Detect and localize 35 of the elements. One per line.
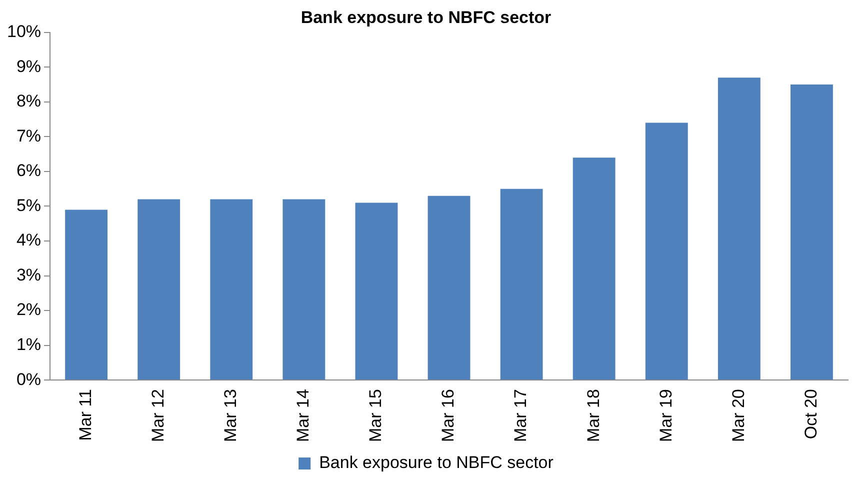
x-tick-label: Mar 16 bbox=[438, 389, 458, 442]
y-tick-label: 8% bbox=[16, 92, 42, 111]
bar bbox=[282, 199, 326, 380]
x-tick-label: Mar 17 bbox=[511, 389, 530, 442]
y-tick-label: 2% bbox=[16, 300, 42, 320]
y-tick-label: 3% bbox=[16, 265, 42, 284]
x-tick-label: Mar 13 bbox=[221, 389, 240, 442]
x-tick-label: Mar 14 bbox=[294, 389, 313, 442]
y-tick-label: 10% bbox=[6, 22, 42, 42]
x-tick-label: Mar 18 bbox=[584, 389, 603, 442]
bar bbox=[355, 202, 398, 380]
x-tick-label: Oct 20 bbox=[801, 389, 820, 440]
bar bbox=[645, 122, 688, 380]
bar bbox=[718, 78, 760, 380]
bar bbox=[790, 84, 833, 380]
y-tick-label: 7% bbox=[16, 126, 42, 146]
x-tick-label: Mar 20 bbox=[728, 389, 748, 442]
bar bbox=[500, 188, 543, 380]
bar bbox=[572, 158, 616, 380]
bar bbox=[65, 210, 108, 380]
bar bbox=[428, 196, 470, 380]
y-tick-label: 1% bbox=[16, 335, 42, 354]
x-tick-label: Mar 11 bbox=[76, 389, 95, 441]
y-tick-label: 4% bbox=[16, 230, 42, 250]
y-tick-label: 6% bbox=[16, 161, 42, 180]
x-tick-label: Mar 12 bbox=[148, 389, 168, 442]
y-tick-label: 0% bbox=[16, 370, 42, 389]
bar bbox=[210, 199, 253, 380]
chart-title: Bank exposure to NBFC sector bbox=[300, 8, 552, 27]
bar bbox=[138, 199, 180, 380]
y-tick-label: 5% bbox=[16, 196, 42, 215]
legend-label: Bank exposure to NBFC sector bbox=[319, 453, 554, 472]
x-tick-label: Mar 15 bbox=[366, 389, 386, 442]
x-tick-label: Mar 19 bbox=[656, 389, 676, 442]
y-tick-label: 9% bbox=[16, 56, 42, 76]
